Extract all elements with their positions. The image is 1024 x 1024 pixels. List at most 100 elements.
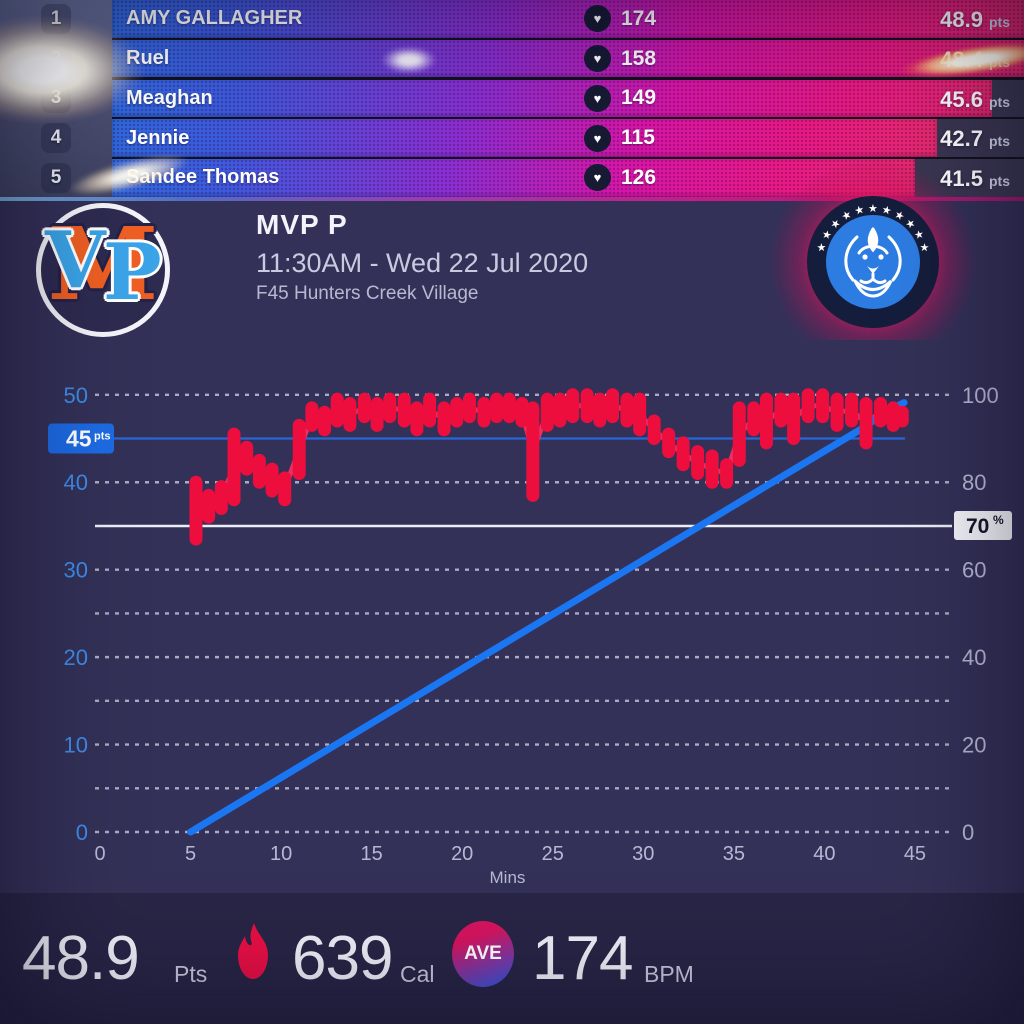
total-points-value: 48.9 [22, 924, 140, 993]
athlete-name: Ruel [126, 47, 170, 70]
score-bar-track: Ruel ♥ 158 48.4 pts [112, 39, 1024, 78]
heart-icon: ♥ [584, 124, 611, 152]
flame-icon [238, 923, 268, 979]
score-bar [112, 119, 938, 157]
heart-rate-group: ♥ 158 [584, 40, 656, 78]
lionheart-logo-icon: ★ ★ ★ ★ ★ ★ ★ ★ ★ ★ ★ LIONHEART [807, 196, 939, 328]
points-unit: pts [989, 173, 1010, 190]
svg-text:45: 45 [904, 843, 926, 865]
svg-text:10: 10 [64, 733, 88, 758]
svg-text:30: 30 [64, 558, 88, 583]
svg-text:25: 25 [542, 843, 564, 865]
svg-text:0: 0 [76, 820, 88, 845]
heart-icon: ♥ [584, 5, 611, 33]
rank-value: 2 [41, 43, 71, 74]
svg-text:20: 20 [64, 645, 88, 670]
points-unit: pts [989, 14, 1010, 30]
avg-heart-rate-value: 174 [532, 924, 633, 993]
points-group: 42.7 pts [940, 119, 1010, 157]
svg-text:pts: pts [94, 431, 111, 443]
leaderboard-row: 1 AMY GALLAGHER ♥ 174 48.9 pts [0, 0, 1024, 38]
rank-label: 3 [0, 80, 112, 118]
rank-label: 4 [0, 119, 112, 157]
svg-text:0: 0 [962, 820, 974, 845]
session-datetime: 11:30AM - Wed 22 Jul 2020 [256, 248, 589, 278]
heart-rate-value: 174 [621, 6, 657, 30]
calories-unit: Cal [400, 961, 435, 987]
svg-text:40: 40 [962, 645, 986, 670]
points-value: 41.5 [940, 166, 983, 192]
score-bar [112, 39, 1024, 78]
leaderboard: 1 AMY GALLAGHER ♥ 174 48.9 pts 2 Ruel [0, 0, 1024, 197]
session-location: F45 Hunters Creek Village [256, 283, 479, 304]
svg-text:40: 40 [813, 843, 835, 865]
svg-text:10: 10 [270, 843, 292, 865]
svg-text:%: % [993, 513, 1004, 527]
total-points-unit: Pts [174, 961, 208, 987]
session-title: MVP P [256, 209, 348, 240]
score-bar-track: Sandee Thomas ♥ 126 41.5 pts [112, 159, 1024, 197]
performance-chart: 0 10 20 30 40 50 0 20 40 60 80 100 0 5 10 15 20 25 30 35 40 4… [48, 383, 1012, 887]
points-value: 45.6 [940, 86, 983, 112]
mvp-studio-logo-icon: M V P [36, 203, 170, 337]
score-bar [112, 0, 1024, 38]
svg-text:15: 15 [361, 843, 383, 865]
svg-text:50: 50 [64, 383, 88, 408]
points-unit: pts [989, 133, 1010, 150]
heart-rate-value: 158 [621, 46, 657, 70]
points-unit: pts [989, 93, 1010, 110]
heart-icon: ♥ [584, 164, 611, 192]
logo-letter-m: M [47, 205, 159, 323]
points-value: 48.4 [940, 46, 983, 72]
logo-letter-p: P [103, 227, 162, 318]
points-group: 48.9 pts [940, 0, 1010, 38]
points-group: 45.6 pts [940, 80, 1010, 118]
svg-text:80: 80 [962, 470, 986, 495]
leaderboard-row: 4 Jennie ♥ 115 42.7 pts [0, 119, 1024, 157]
svg-text:100: 100 [962, 383, 999, 408]
rank-label: 5 [0, 159, 112, 197]
svg-text:45: 45 [66, 426, 92, 452]
rank-value: 5 [41, 162, 71, 193]
svg-text:20: 20 [451, 843, 473, 865]
score-bar-track: AMY GALLAGHER ♥ 174 48.9 pts [112, 0, 1024, 38]
score-bar [112, 79, 993, 118]
leaderboard-row: 3 Meaghan ♥ 149 45.6 pts [0, 79, 1024, 118]
chart-section: 0 10 20 30 40 50 0 20 40 60 80 100 0 5 10 15 20 25 30 35 40 4… [0, 340, 1024, 893]
athlete-name: Jennie [126, 126, 190, 149]
heart-rate-group: ♥ 126 [584, 159, 656, 197]
heart-rate-value: 126 [621, 165, 657, 189]
svg-text:70: 70 [966, 515, 989, 538]
rank-value: 1 [41, 3, 71, 34]
athlete-name: AMY GALLAGHER [126, 7, 303, 30]
average-badge-label: AVE [464, 943, 502, 964]
calories-value: 639 [292, 924, 393, 993]
leaderboard-row: 2 Ruel ♥ 158 48.4 pts [0, 39, 1024, 78]
heart-rate-value: 149 [621, 86, 657, 110]
points-group: 41.5 pts [940, 159, 1010, 197]
score-bar-track: Meaghan ♥ 149 45.6 pts [112, 79, 1024, 118]
heart-rate-group: ♥ 174 [584, 0, 656, 38]
avg-heart-rate-unit: BPM [644, 961, 694, 987]
average-badge: AVE [452, 921, 514, 987]
svg-text:0: 0 [94, 843, 105, 865]
svg-text:20: 20 [962, 733, 986, 758]
svg-text:35: 35 [723, 843, 745, 865]
svg-text:Mins: Mins [490, 868, 526, 887]
athlete-name: Sandee Thomas [126, 166, 280, 189]
svg-text:30: 30 [632, 843, 654, 865]
score-bar-track: Jennie ♥ 115 42.7 pts [112, 119, 1024, 157]
rank-value: 3 [41, 83, 71, 114]
logo-letter-v: V [45, 215, 106, 306]
points-value: 42.7 [940, 126, 983, 152]
rank-label: 1 [0, 0, 112, 38]
points-value: 48.9 [940, 7, 983, 32]
rank-value: 4 [41, 123, 71, 154]
heart-rate-group: ♥ 115 [584, 119, 655, 157]
points-group: 48.4 pts [940, 40, 1010, 78]
svg-text:60: 60 [962, 558, 986, 583]
summary-bar: 48.9 Pts 639 Cal AVE 174 BPM F45 [0, 893, 1024, 1024]
svg-text:40: 40 [64, 470, 88, 495]
points-unit: pts [989, 53, 1010, 70]
